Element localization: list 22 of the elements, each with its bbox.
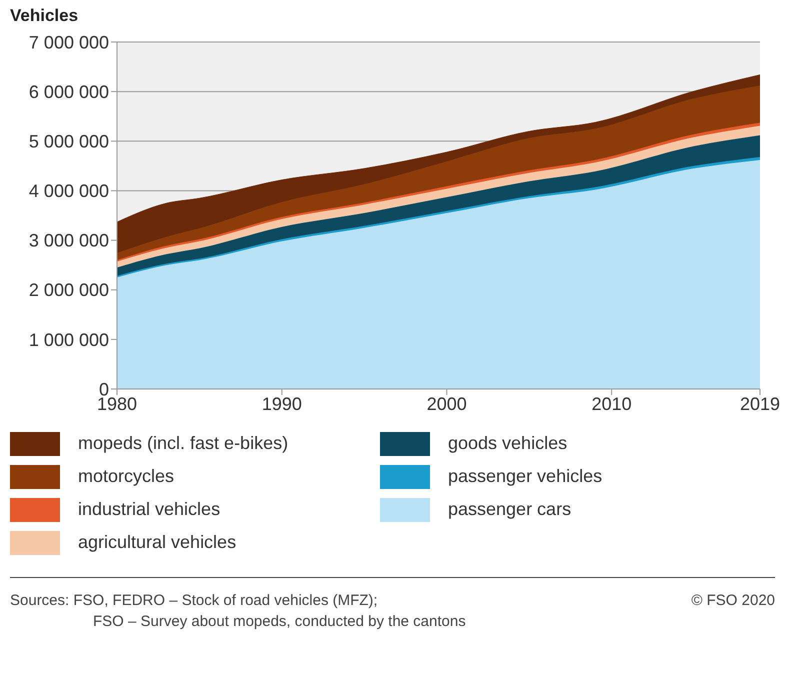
y-tick-label: 1 000 000 bbox=[28, 330, 109, 350]
y-tick-label: 6 000 000 bbox=[28, 82, 109, 102]
text: © FSO 2020 bbox=[691, 592, 775, 609]
text: FSO – Survey about mopeds, conducted by the cantons bbox=[92, 613, 467, 630]
legend-label: motorcycles bbox=[78, 466, 174, 487]
x-tick-label: 1990 bbox=[262, 394, 302, 414]
y-tick-label: 3 000 000 bbox=[28, 230, 109, 251]
y-tick-label: 2 000 000 bbox=[28, 280, 109, 300]
legend-label: agricultural vehicles bbox=[78, 532, 236, 553]
legend-label: passenger vehicles bbox=[448, 466, 602, 487]
legend-label: industrial vehicles bbox=[78, 499, 220, 520]
y-tick-label: 5 000 000 bbox=[28, 132, 109, 152]
legend-label: mopeds (incl. fast e-bikes) bbox=[78, 433, 288, 454]
y-axis-title: Vehicles bbox=[9, 5, 80, 27]
x-tick-label: 2000 bbox=[426, 394, 467, 414]
legend-label: goods vehicles bbox=[448, 433, 568, 454]
x-tick-label: 2010 bbox=[592, 394, 632, 414]
y-tick-label: 4 000 000 bbox=[28, 181, 109, 202]
y-tick-label: 7 000 000 bbox=[28, 32, 109, 52]
source-note: Sources: FSO, FEDRO – Stock of road vehicles (MFZ); bbox=[10, 592, 378, 609]
x-tick-label: 2019 bbox=[740, 394, 780, 414]
legend-label: passenger cars bbox=[448, 499, 572, 520]
